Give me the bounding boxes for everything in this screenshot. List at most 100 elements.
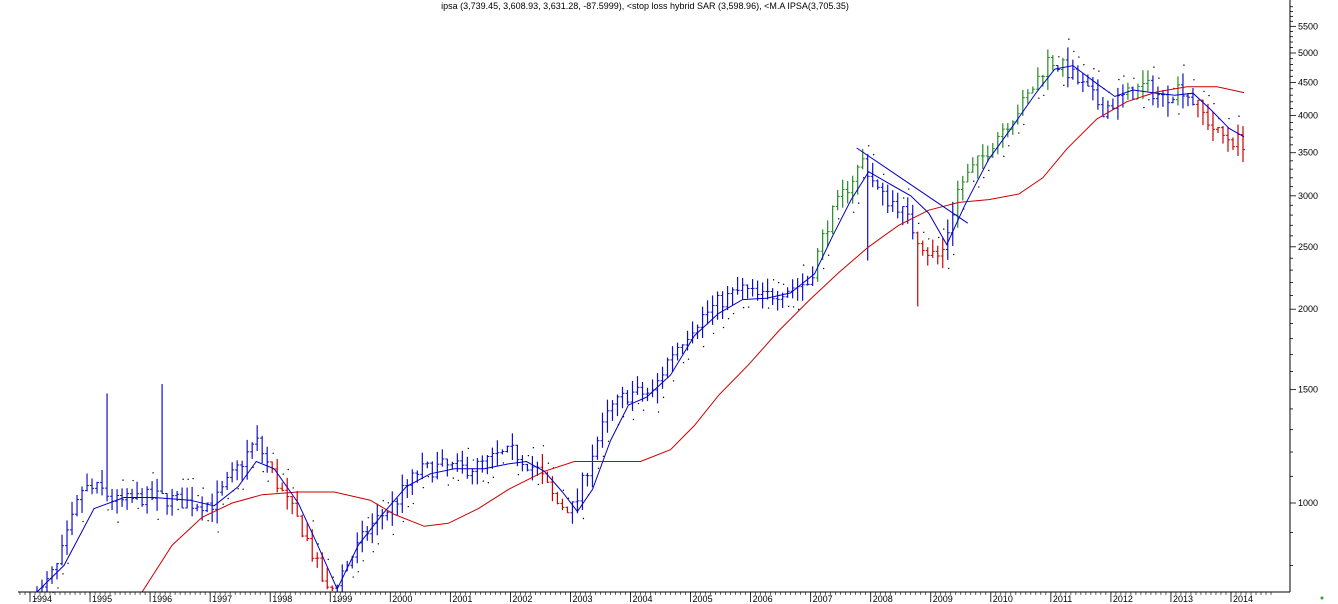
- ohlc-bar: [590, 444, 595, 488]
- ohlc-bar: [675, 342, 680, 361]
- sar-dot: [1238, 115, 1240, 117]
- ohlc-bar: [1235, 124, 1240, 157]
- ohlc-bar: [510, 433, 515, 461]
- ohlc-bar: [65, 520, 70, 555]
- sar-dot: [427, 476, 430, 478]
- ohlc-bar: [1175, 76, 1180, 106]
- ohlc-bar: [965, 163, 970, 183]
- ohlc-bar: [425, 461, 430, 469]
- ohlc-bar: [430, 461, 435, 483]
- sar-dot: [1118, 78, 1120, 81]
- ohlc-bar: [115, 489, 120, 514]
- ohlc-bar: [440, 449, 445, 467]
- ohlc-bar: [625, 390, 630, 405]
- ohlc-bar: [1230, 137, 1235, 151]
- sar-dot: [857, 202, 860, 204]
- x-tick-label: 1997: [212, 594, 232, 604]
- ohlc-bar: [465, 456, 470, 479]
- ohlc-bar: [1220, 125, 1225, 144]
- sar-dot: [938, 236, 940, 239]
- sar-dot: [1213, 102, 1215, 105]
- ohlc-bar: [475, 457, 480, 485]
- sar-dot: [467, 447, 470, 450]
- sar-dot: [517, 474, 520, 476]
- ohlc-bar: [755, 280, 760, 301]
- sar-dot: [903, 197, 905, 199]
- ohlc-bar: [525, 463, 530, 472]
- ohlc-bar: [1035, 67, 1040, 90]
- ohlc-bar: [1100, 96, 1105, 118]
- ohlc-bar: [85, 473, 90, 492]
- sar-dot: [923, 231, 925, 233]
- ohlc-bar: [555, 491, 560, 505]
- y-tick-label: 5000: [1298, 48, 1318, 58]
- sar-dot: [988, 169, 990, 172]
- sar-dot: [953, 253, 955, 256]
- ohlc-bar: [730, 287, 735, 306]
- ohlc-bar: [560, 498, 565, 511]
- ohlc-bar: [735, 276, 740, 295]
- ohlc-bar: [630, 380, 635, 411]
- ohlc-bar: [90, 478, 95, 495]
- sar-dot: [177, 508, 179, 511]
- sar-dot: [918, 222, 920, 225]
- ohlc-bar: [1145, 70, 1150, 92]
- ohlc-bar: [585, 472, 590, 487]
- ohlc-bar: [520, 455, 525, 472]
- sar-dot: [1158, 77, 1160, 79]
- sar-dot: [777, 281, 780, 284]
- trend-line: [856, 147, 969, 224]
- ohlc-bar: [470, 468, 475, 485]
- y-tick-label: 3000: [1298, 191, 1318, 201]
- ohlc-bar: [360, 520, 365, 553]
- sar-dot: [883, 173, 885, 176]
- sar-dot: [542, 445, 545, 447]
- ohlc-bar: [410, 469, 415, 496]
- ohlc-bar: [750, 279, 755, 297]
- ohlc-bar: [1180, 73, 1185, 109]
- sar-dot: [372, 551, 374, 553]
- ohlc-bar: [920, 240, 925, 256]
- ohlc-bar: [315, 552, 320, 568]
- ohlc-bar: [80, 486, 85, 514]
- y-tick-label: 5500: [1298, 21, 1318, 31]
- sar-dot: [407, 505, 410, 508]
- ohlc-bar: [460, 450, 465, 474]
- sar-dot: [973, 180, 975, 182]
- ohlc-bar: [1065, 47, 1070, 88]
- ohlc-bar: [1130, 86, 1135, 100]
- ohlc-bar: [390, 491, 395, 526]
- ohlc-bar: [105, 393, 110, 502]
- x-tick-label: 2013: [1173, 594, 1193, 604]
- ohlc-bar: [620, 386, 625, 409]
- sar-dot: [312, 520, 314, 522]
- ohlc-bar: [295, 491, 300, 517]
- ohlc-bar: [240, 460, 245, 481]
- ohlc-bar: [575, 488, 580, 514]
- sar-dot: [472, 459, 475, 461]
- sar-dot: [1203, 90, 1205, 93]
- ohlc-bar: [250, 442, 255, 459]
- sar-dot: [242, 488, 244, 490]
- ohlc-bar: [230, 462, 235, 483]
- sar-dot: [452, 477, 455, 479]
- sar-dot: [1208, 94, 1210, 97]
- y-tick-label: 3500: [1298, 148, 1318, 158]
- sar-dot: [1078, 56, 1080, 58]
- sar-dot: [872, 153, 875, 156]
- ohlc-bar: [1080, 73, 1085, 93]
- sar-dots: [52, 38, 1240, 602]
- sar-dot: [197, 494, 199, 497]
- ohlc-bar: [1205, 103, 1210, 131]
- ohlc-bar: [655, 373, 660, 404]
- ohlc-bar: [540, 454, 545, 484]
- sar-dot: [487, 482, 490, 484]
- sar-dot: [747, 306, 750, 308]
- ohlc-bar: [945, 219, 950, 260]
- sar-dot: [1193, 79, 1195, 81]
- ohlc-bar: [635, 376, 640, 396]
- ohlc-bar: [1190, 88, 1195, 106]
- sar-dot: [192, 477, 194, 480]
- ohlc-bar: [310, 529, 315, 562]
- ohlc-bar: [1155, 86, 1160, 108]
